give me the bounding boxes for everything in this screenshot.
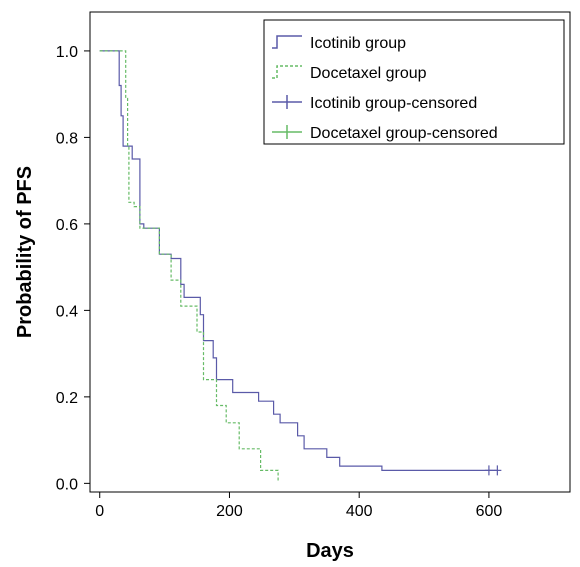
legend-line-swatch <box>272 65 302 79</box>
y-tick-label: 0.4 <box>56 303 78 320</box>
legend-label: Icotinib group <box>310 35 406 52</box>
y-axis-title: Probability of PFS <box>14 166 36 338</box>
censor-mark <box>493 465 502 476</box>
x-axis-title: Days <box>306 540 354 562</box>
series-line-docetaxel <box>99 50 279 482</box>
y-tick-label: 0.2 <box>56 390 78 407</box>
y-tick-label: 0.8 <box>56 130 78 147</box>
legend-item: Icotinib group-censored <box>272 95 477 112</box>
legend-item: Icotinib group <box>272 35 406 52</box>
x-tick-label: 400 <box>346 503 373 520</box>
censor-mark <box>484 465 493 476</box>
legend-box <box>263 19 565 145</box>
series-layer <box>99 50 497 482</box>
y-tick-label: 1.0 <box>56 44 78 61</box>
y-tick-label: 0.6 <box>56 217 78 234</box>
legend-label: Docetaxel group-censored <box>310 125 498 142</box>
plot-frame <box>89 11 571 493</box>
x-tick-label: 0 <box>95 503 104 520</box>
legend-item: Docetaxel group-censored <box>272 125 498 142</box>
series-line-icotinib <box>99 50 497 471</box>
x-tick-label: 600 <box>476 503 503 520</box>
legend-line-swatch <box>272 35 302 49</box>
censor-layer <box>484 465 502 476</box>
legend-label: Docetaxel group <box>310 65 427 82</box>
legend: Icotinib group Docetaxel group Icotinib gr… <box>263 19 565 145</box>
x-tick-label: 200 <box>216 503 243 520</box>
axes-ticks: 0 200 400 600 0.0 0.2 0.4 0.6 0.8 1.0 <box>56 44 503 520</box>
legend-item: Docetaxel group <box>272 65 427 82</box>
legend-label: Icotinib group-censored <box>310 95 477 112</box>
y-tick-label: 0.0 <box>56 476 78 493</box>
